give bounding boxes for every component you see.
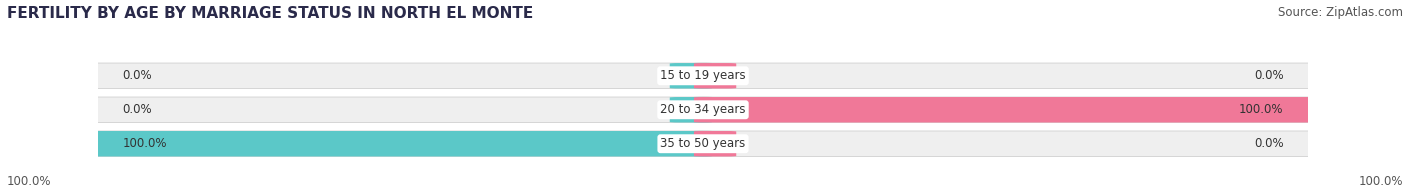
FancyBboxPatch shape: [695, 97, 1316, 122]
Text: 100.0%: 100.0%: [1239, 103, 1284, 116]
FancyBboxPatch shape: [695, 97, 1316, 122]
FancyBboxPatch shape: [695, 131, 737, 156]
FancyBboxPatch shape: [695, 63, 737, 89]
Text: 100.0%: 100.0%: [1358, 175, 1403, 188]
Text: Source: ZipAtlas.com: Source: ZipAtlas.com: [1278, 6, 1403, 19]
Text: 0.0%: 0.0%: [1254, 69, 1284, 82]
Text: 100.0%: 100.0%: [122, 137, 167, 150]
FancyBboxPatch shape: [90, 97, 711, 122]
Text: 20 to 34 years: 20 to 34 years: [661, 103, 745, 116]
Text: 0.0%: 0.0%: [1254, 137, 1284, 150]
FancyBboxPatch shape: [669, 97, 711, 122]
Text: 0.0%: 0.0%: [122, 103, 152, 116]
FancyBboxPatch shape: [90, 131, 711, 156]
FancyBboxPatch shape: [695, 63, 1316, 89]
Text: 15 to 19 years: 15 to 19 years: [661, 69, 745, 82]
Text: 0.0%: 0.0%: [122, 69, 152, 82]
FancyBboxPatch shape: [90, 131, 711, 156]
Text: 100.0%: 100.0%: [7, 175, 52, 188]
FancyBboxPatch shape: [695, 131, 1316, 156]
Text: FERTILITY BY AGE BY MARRIAGE STATUS IN NORTH EL MONTE: FERTILITY BY AGE BY MARRIAGE STATUS IN N…: [7, 6, 533, 21]
FancyBboxPatch shape: [669, 63, 711, 89]
Text: 35 to 50 years: 35 to 50 years: [661, 137, 745, 150]
FancyBboxPatch shape: [90, 63, 711, 89]
